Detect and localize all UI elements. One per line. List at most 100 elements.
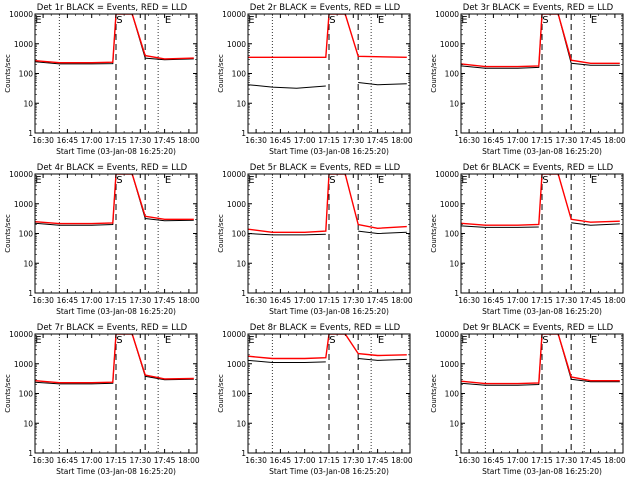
- x-tick-label: 18:00: [604, 456, 626, 465]
- y-tick-label: 1: [454, 449, 459, 458]
- x-tick-label: 17:00: [507, 456, 529, 465]
- detector-plot-svg: Det 3r BLACK = Events, RED = LLD E S E 1 10 10…: [430, 3, 626, 156]
- event-marker-label: S: [542, 175, 548, 186]
- y-tick-label: 10: [236, 259, 246, 268]
- y-axis-label: Counts/sec: [217, 374, 225, 413]
- y-tick-label: 10: [236, 99, 246, 108]
- y-tick-label: 1000: [227, 200, 246, 209]
- x-tick-label: 16:45: [483, 136, 505, 145]
- event-marker-label: E: [461, 335, 467, 346]
- x-tick-label: 16:45: [270, 296, 292, 305]
- x-tick-label: 17:15: [105, 136, 127, 145]
- x-tick-label: 18:00: [178, 456, 200, 465]
- y-axis-label: Counts/sec: [430, 374, 438, 413]
- x-tick-label: 17:45: [367, 136, 389, 145]
- event-marker-label: E: [591, 175, 597, 186]
- y-tick-label: 10000: [222, 170, 246, 179]
- x-tick-label: 16:30: [458, 456, 480, 465]
- x-tick-label: 17:00: [294, 296, 316, 305]
- x-tick-label: 16:45: [57, 136, 79, 145]
- event-marker-label: E: [35, 175, 41, 186]
- x-tick-label: 17:30: [555, 456, 577, 465]
- y-tick-label: 10000: [9, 10, 33, 19]
- y-tick-label: 1: [241, 129, 246, 138]
- detector-plot-svg: Det 5r BLACK = Events, RED = LLD E S E 1 10 10…: [217, 163, 413, 316]
- x-axis-label: Start Time (03-Jan-08 16:25:20): [269, 467, 389, 476]
- x-tick-label: 16:45: [270, 136, 292, 145]
- detector-plot-svg: Det 8r BLACK = Events, RED = LLD E S E 1 10 10…: [217, 323, 413, 476]
- x-tick-label: 18:00: [178, 136, 200, 145]
- y-tick-label: 1000: [440, 40, 459, 49]
- event-marker-label: S: [329, 175, 335, 186]
- x-tick-label: 16:30: [245, 456, 267, 465]
- series-line-events: [461, 225, 539, 228]
- y-tick-label: 1: [454, 289, 459, 298]
- detector-panel-9: Det 9r BLACK = Events, RED = LLD E S E 1 10 10…: [426, 320, 639, 480]
- detector-panel-5: Det 5r BLACK = Events, RED = LLD E S E 1 10 10…: [213, 160, 426, 320]
- series-line-events: [571, 222, 620, 226]
- x-axis-label: Start Time (03-Jan-08 16:25:20): [482, 307, 602, 316]
- x-tick-label: 17:30: [342, 296, 364, 305]
- detector-plot-svg: Det 1r BLACK = Events, RED = LLD E S E 1 10 10…: [4, 3, 200, 156]
- event-marker-label: E: [35, 15, 41, 26]
- event-marker-label: E: [35, 335, 41, 346]
- x-tick-label: 17:30: [555, 136, 577, 145]
- series-line-events: [248, 233, 326, 236]
- y-tick-label: 10000: [9, 170, 33, 179]
- series-line-lld: [35, 334, 194, 384]
- x-tick-label: 17:30: [129, 296, 151, 305]
- y-tick-label: 10000: [222, 10, 246, 19]
- x-axis-label: Start Time (03-Jan-08 16:25:20): [482, 467, 602, 476]
- y-tick-label: 100: [232, 230, 247, 239]
- event-marker-label: S: [542, 15, 548, 26]
- x-tick-label: 17:00: [81, 136, 103, 145]
- y-tick-label: 1: [454, 129, 459, 138]
- y-tick-label: 100: [19, 230, 34, 239]
- x-tick-label: 17:15: [531, 296, 553, 305]
- y-tick-label: 1000: [227, 40, 246, 49]
- x-tick-label: 17:45: [580, 296, 602, 305]
- x-tick-label: 17:45: [580, 456, 602, 465]
- y-tick-label: 1000: [227, 360, 246, 369]
- y-axis-label: Counts/sec: [4, 374, 12, 413]
- y-tick-label: 1000: [440, 360, 459, 369]
- x-tick-label: 17:30: [555, 296, 577, 305]
- y-tick-label: 1000: [14, 40, 33, 49]
- detector-panel-8: Det 8r BLACK = Events, RED = LLD E S E 1 10 10…: [213, 320, 426, 480]
- detector-panel-4: Det 4r BLACK = Events, RED = LLD E S E 1 10 10…: [0, 160, 213, 320]
- event-marker-label: E: [461, 175, 467, 186]
- x-tick-label: 17:45: [154, 296, 176, 305]
- series-line-lld: [35, 174, 194, 225]
- y-tick-label: 1000: [14, 360, 33, 369]
- detector-panel-3: Det 3r BLACK = Events, RED = LLD E S E 1 10 10…: [426, 0, 639, 160]
- x-axis-label: Start Time (03-Jan-08 16:25:20): [482, 147, 602, 156]
- y-tick-label: 100: [445, 230, 460, 239]
- plot-title: Det 6r BLACK = Events, RED = LLD: [463, 163, 614, 173]
- series-line-lld: [248, 174, 407, 234]
- x-tick-label: 17:00: [81, 456, 103, 465]
- series-line-lld: [461, 174, 620, 226]
- x-tick-label: 16:45: [483, 456, 505, 465]
- x-axis-label: Start Time (03-Jan-08 16:25:20): [56, 467, 176, 476]
- x-tick-label: 16:30: [32, 136, 54, 145]
- y-tick-label: 10000: [435, 330, 459, 339]
- y-tick-label: 10000: [435, 10, 459, 19]
- detector-plot-svg: Det 6r BLACK = Events, RED = LLD E S E 1 10 10…: [430, 163, 626, 316]
- event-marker-label: S: [116, 335, 122, 346]
- y-tick-label: 1: [28, 289, 33, 298]
- y-tick-label: 100: [232, 70, 247, 79]
- event-marker-label: E: [378, 175, 384, 186]
- x-tick-label: 17:00: [81, 296, 103, 305]
- y-axis-label: Counts/sec: [4, 214, 12, 253]
- plot-title: Det 5r BLACK = Events, RED = LLD: [250, 163, 401, 173]
- series-line-lld: [461, 14, 620, 68]
- event-marker-label: E: [165, 175, 171, 186]
- x-tick-label: 17:30: [129, 136, 151, 145]
- event-marker-label: S: [116, 15, 122, 26]
- x-tick-label: 17:15: [318, 456, 340, 465]
- x-tick-label: 17:45: [154, 136, 176, 145]
- x-tick-label: 17:15: [531, 456, 553, 465]
- x-tick-label: 17:45: [367, 456, 389, 465]
- y-tick-label: 1: [241, 289, 246, 298]
